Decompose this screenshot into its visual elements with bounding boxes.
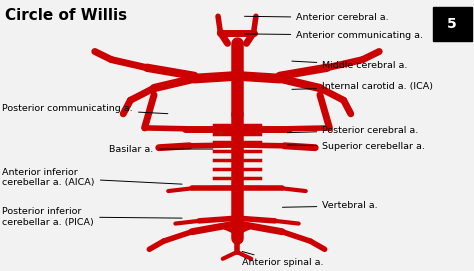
Text: Posterior communicating a.: Posterior communicating a. [2,104,168,114]
Text: Anterior cerebral a.: Anterior cerebral a. [245,13,389,22]
Text: Anterior inferior
cerebellar a. (AICA): Anterior inferior cerebellar a. (AICA) [2,168,182,187]
Text: Posterior inferior
cerebellar a. (PICA): Posterior inferior cerebellar a. (PICA) [2,207,182,227]
Text: Anterior spinal a.: Anterior spinal a. [242,251,323,267]
Text: Superior cerebellar a.: Superior cerebellar a. [287,142,425,151]
Text: Circle of Willis: Circle of Willis [5,8,127,23]
Text: Anterior communicating a.: Anterior communicating a. [245,31,423,40]
Text: 5: 5 [447,17,457,31]
Text: Internal carotid a. (ICA): Internal carotid a. (ICA) [292,82,433,91]
Text: Basilar a.: Basilar a. [109,144,213,154]
FancyBboxPatch shape [433,7,472,41]
Text: Posterior cerebral a.: Posterior cerebral a. [287,125,419,135]
Text: Middle cerebral a.: Middle cerebral a. [292,60,408,70]
Text: Vertebral a.: Vertebral a. [283,201,378,211]
